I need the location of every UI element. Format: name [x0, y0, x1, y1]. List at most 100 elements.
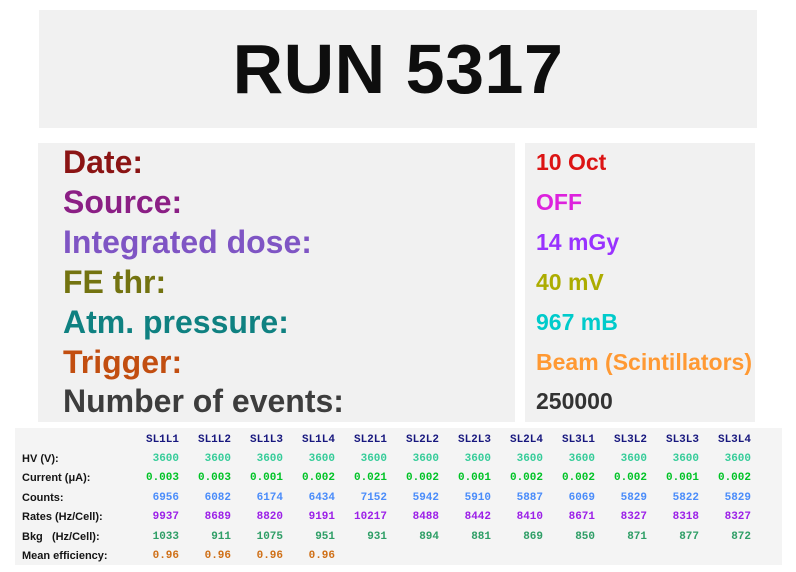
row-label-bkg: Bkg (Hz/Cell): [22, 530, 100, 543]
run-banner: RUN 5317 [39, 10, 757, 128]
row-label-rates: Rates (Hz/Cell): [22, 511, 103, 524]
column-header-sl2l1: SL2L1 [353, 433, 387, 446]
row-label-counts: Counts: [22, 491, 64, 504]
table-cell-current-sl2l2: 0.002 [405, 472, 439, 485]
table-cell-current-sl1l3: 0.001 [249, 472, 283, 485]
table-cell-mean-efficiency-sl1l4: 0.96 [308, 550, 335, 563]
table-cell-hv-sl1l4: 3600 [308, 453, 335, 466]
column-header-sl3l1: SL3L1 [561, 433, 595, 446]
table-cell-current-sl3l4: 0.002 [717, 472, 751, 485]
table-cell-counts-sl3l3: 5822 [672, 491, 699, 504]
table-cell-rates-sl2l3: 8442 [464, 511, 491, 524]
column-header-sl1l1: SL1L1 [145, 433, 179, 446]
info-value-number-of-events: 250000 [536, 388, 613, 415]
table-cell-current-sl1l1: 0.003 [145, 472, 179, 485]
table-cell-rates-sl3l4: 8327 [724, 511, 751, 524]
table-cell-hv-sl3l2: 3600 [620, 453, 647, 466]
table-cell-rates-sl3l2: 8327 [620, 511, 647, 524]
column-header-sl3l2: SL3L2 [613, 433, 647, 446]
row-label-mean-efficiency: Mean efficiency: [22, 550, 108, 563]
info-value-trigger: Beam (Scintillators) [536, 348, 752, 375]
table-cell-counts-sl2l4: 5887 [516, 491, 543, 504]
table-cell-counts-sl1l3: 6174 [256, 491, 283, 504]
table-cell-rates-sl3l3: 8318 [672, 511, 699, 524]
table-cell-bkg-sl2l3: 881 [471, 530, 491, 543]
table-cell-hv-sl2l2: 3600 [412, 453, 439, 466]
table-cell-hv-sl3l4: 3600 [724, 453, 751, 466]
info-values-panel: 10 Oct OFF 14 mGy 40 mV 967 mB Beam (Scintill… [525, 143, 755, 422]
table-cell-rates-sl1l3: 8820 [256, 511, 283, 524]
table-cell-hv-sl3l1: 3600 [568, 453, 595, 466]
table-cell-current-sl2l3: 0.001 [457, 472, 491, 485]
table-cell-counts-sl1l2: 6082 [204, 491, 231, 504]
table-cell-rates-sl2l1: 10217 [353, 511, 387, 524]
info-label-date: Date: [63, 144, 144, 181]
column-header-sl3l4: SL3L4 [717, 433, 751, 446]
table-cell-counts-sl3l4: 5829 [724, 491, 751, 504]
table-cell-mean-efficiency-sl1l2: 0.96 [204, 550, 231, 563]
column-header-sl1l3: SL1L3 [249, 433, 283, 446]
info-value-source: OFF [536, 189, 582, 216]
table-cell-counts-sl2l3: 5910 [464, 491, 491, 504]
table-cell-rates-sl2l4: 8410 [516, 511, 543, 524]
info-label-trigger: Trigger: [63, 343, 183, 380]
info-value-fe-thr: 40 mV [536, 268, 604, 295]
info-label-source: Source: [63, 184, 183, 221]
table-cell-hv-sl1l1: 3600 [152, 453, 179, 466]
table-cell-bkg-sl2l4: 869 [523, 530, 543, 543]
table-cell-mean-efficiency-sl1l3: 0.96 [256, 550, 283, 563]
column-header-sl1l4: SL1L4 [301, 433, 335, 446]
table-cell-current-sl2l4: 0.002 [509, 472, 543, 485]
table-cell-counts-sl2l1: 7152 [360, 491, 387, 504]
run-title: RUN 5317 [232, 30, 564, 108]
table-cell-bkg-sl2l2: 894 [419, 530, 439, 543]
info-label-fe-thr: FE thr: [63, 263, 167, 300]
table-cell-rates-sl2l2: 8488 [412, 511, 439, 524]
table-cell-current-sl1l2: 0.003 [197, 472, 231, 485]
table-cell-hv-sl1l3: 3600 [256, 453, 283, 466]
table-cell-hv-sl1l2: 3600 [204, 453, 231, 466]
table-cell-bkg-sl3l2: 871 [627, 530, 647, 543]
table-cell-hv-sl2l1: 3600 [360, 453, 387, 466]
table-cell-bkg-sl3l4: 872 [731, 530, 751, 543]
table-cell-current-sl1l4: 0.002 [301, 472, 335, 485]
info-value-date: 10 Oct [536, 149, 607, 176]
table-cell-bkg-sl3l3: 877 [679, 530, 699, 543]
row-label-current: Current (μA): [22, 472, 91, 485]
table-cell-hv-sl2l3: 3600 [464, 453, 491, 466]
column-header-sl3l3: SL3L3 [665, 433, 699, 446]
column-header-sl2l3: SL2L3 [457, 433, 491, 446]
table-cell-bkg-sl1l2: 911 [211, 530, 231, 543]
table-cell-rates-sl1l2: 8689 [204, 511, 231, 524]
table-cell-bkg-sl2l1: 931 [367, 530, 387, 543]
table-cell-mean-efficiency-sl1l1: 0.96 [152, 550, 179, 563]
info-labels-panel: Date: Source: Integrated dose: FE thr: Atm. … [38, 143, 515, 422]
table-cell-counts-sl2l2: 5942 [412, 491, 439, 504]
info-value-integrated-dose: 14 mGy [536, 229, 620, 256]
table-cell-bkg-sl1l4: 951 [315, 530, 335, 543]
table-cell-rates-sl1l4: 9191 [308, 511, 335, 524]
table-cell-counts-sl3l2: 5829 [620, 491, 647, 504]
table-cell-counts-sl1l1: 6956 [152, 491, 179, 504]
table-cell-current-sl3l3: 0.001 [665, 472, 699, 485]
table-cell-bkg-sl3l1: 850 [575, 530, 595, 543]
info-label-atm-pressure: Atm. pressure: [63, 303, 289, 340]
info-label-integrated-dose: Integrated dose: [63, 224, 312, 261]
table-cell-counts-sl1l4: 6434 [308, 491, 335, 504]
info-label-number-of-events: Number of events: [63, 383, 344, 420]
column-header-sl2l2: SL2L2 [405, 433, 439, 446]
table-cell-current-sl2l1: 0.021 [353, 472, 387, 485]
run-summary-table: SL1L1 SL1L2 SL1L3 SL1L4 SL2L1 SL2L2 SL2L3 SL2L4… [15, 428, 782, 565]
info-value-atm-pressure: 967 mB [536, 308, 618, 335]
table-cell-bkg-sl1l3: 1075 [256, 530, 283, 543]
table-cell-current-sl3l2: 0.002 [613, 472, 647, 485]
row-label-hv: HV (V): [22, 453, 59, 466]
table-cell-counts-sl3l1: 6069 [568, 491, 595, 504]
table-cell-rates-sl1l1: 9937 [152, 511, 179, 524]
table-cell-current-sl3l1: 0.002 [561, 472, 595, 485]
table-cell-rates-sl3l1: 8671 [568, 511, 595, 524]
column-header-sl2l4: SL2L4 [509, 433, 543, 446]
column-header-sl1l2: SL1L2 [197, 433, 231, 446]
table-cell-hv-sl2l4: 3600 [516, 453, 543, 466]
